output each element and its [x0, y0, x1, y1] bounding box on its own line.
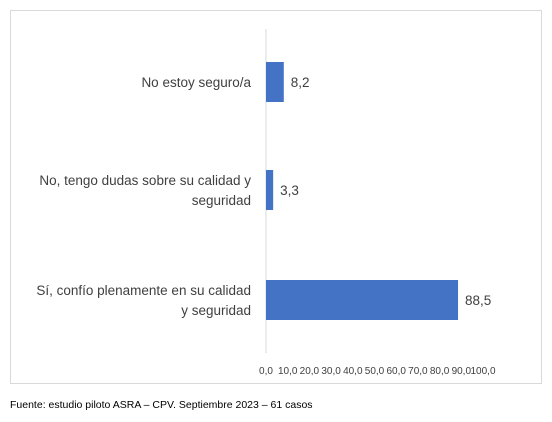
- bar-1: [266, 62, 284, 102]
- category-label-1: No estoy seguro/a: [141, 75, 251, 90]
- x-tick-label-70: 70,0: [408, 366, 428, 377]
- data-label-3: 88,5: [465, 293, 491, 308]
- x-tick-label-40: 40,0: [343, 366, 363, 377]
- x-tick-label-50: 50,0: [365, 366, 385, 377]
- x-tick-label-90: 90,0: [452, 366, 472, 377]
- data-label-1: 8,2: [291, 75, 310, 90]
- source-note: Fuente: estudio piloto ASRA – CPV. Septi…: [10, 399, 313, 411]
- x-tick-label-20: 20,0: [300, 366, 320, 377]
- x-tick-label-10: 10,0: [278, 366, 298, 377]
- bar-3: [266, 280, 459, 320]
- x-tick-label-0: 0,0: [259, 366, 273, 377]
- category-label-2-line-2: seguridad: [192, 193, 251, 208]
- bar-chart: 8,2 No estoy seguro/a 3,3 No, tengo dudas s…: [36, 29, 496, 377]
- bar-2: [266, 170, 274, 210]
- data-label-2: 3,3: [280, 183, 299, 198]
- x-tick-label-30: 30,0: [321, 366, 341, 377]
- category-label-3-line-2: y seguridad: [181, 303, 251, 318]
- category-label-2-line-1: No, tengo dudas sobre su calidad y: [39, 173, 251, 188]
- chart-frame: 8,2 No estoy seguro/a 3,3 No, tengo dudas s…: [10, 10, 542, 384]
- x-tick-label-60: 60,0: [386, 366, 406, 377]
- category-label-3-line-1: Sí, confío plenamente en su calidad: [36, 283, 251, 298]
- x-tick-label-80: 80,0: [430, 366, 450, 377]
- x-tick-label-100: 100,0: [470, 366, 495, 377]
